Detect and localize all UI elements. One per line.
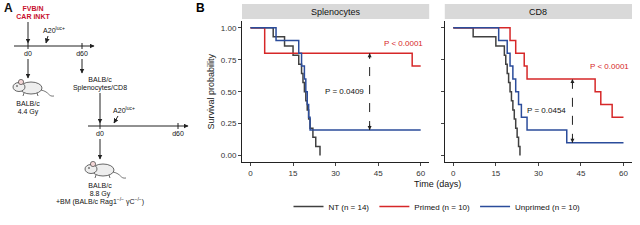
svg-text:Primed (n = 10): Primed (n = 10) bbox=[414, 203, 470, 212]
svg-text:A20luc+: A20luc+ bbox=[43, 25, 65, 34]
html-text:B: B bbox=[196, 1, 205, 15]
svg-text:d60: d60 bbox=[76, 50, 88, 57]
svg-text:BALB/c: BALB/c bbox=[88, 182, 112, 189]
svg-text:0.25: 0.25 bbox=[221, 119, 237, 128]
svg-text:30: 30 bbox=[331, 169, 340, 178]
svg-text:BALB/c: BALB/c bbox=[88, 76, 112, 83]
svg-text:Splenocytes/CD8: Splenocytes/CD8 bbox=[73, 84, 127, 92]
svg-text:4.4 Gy: 4.4 Gy bbox=[18, 108, 39, 116]
svg-text:d0: d0 bbox=[96, 130, 104, 137]
svg-text:1.00: 1.00 bbox=[221, 24, 237, 33]
svg-text:30: 30 bbox=[534, 169, 543, 178]
svg-text:0.75: 0.75 bbox=[221, 56, 237, 65]
svg-text:CD8: CD8 bbox=[529, 7, 547, 17]
svg-text:Splenocytes: Splenocytes bbox=[311, 7, 361, 17]
svg-text:P = 0.0454: P = 0.0454 bbox=[527, 106, 566, 115]
svg-text:60: 60 bbox=[416, 169, 425, 178]
svg-text:0: 0 bbox=[451, 169, 456, 178]
svg-text:CAR iNKT: CAR iNKT bbox=[16, 13, 50, 20]
svg-text:Survival probability: Survival probability bbox=[206, 53, 216, 129]
svg-text:NT (n = 14): NT (n = 14) bbox=[329, 203, 370, 212]
svg-text:FVB/N: FVB/N bbox=[23, 5, 44, 12]
svg-text:15: 15 bbox=[289, 169, 298, 178]
svg-text:0: 0 bbox=[248, 169, 253, 178]
svg-text:Unprimed (n = 10): Unprimed (n = 10) bbox=[515, 203, 580, 212]
svg-text:Time (days): Time (days) bbox=[414, 179, 461, 189]
svg-text:d0: d0 bbox=[24, 50, 32, 57]
svg-text:A: A bbox=[4, 1, 13, 15]
svg-text:+BM (BALB/c Rag1−/− γC−/−): +BM (BALB/c Rag1−/− γC−/−) bbox=[56, 196, 144, 206]
svg-text:0.50: 0.50 bbox=[221, 87, 237, 96]
svg-text:P < 0.0001: P < 0.0001 bbox=[590, 62, 629, 71]
svg-text:60: 60 bbox=[619, 169, 628, 178]
svg-text:8.8 Gy: 8.8 Gy bbox=[90, 190, 111, 198]
svg-text:P < 0.0001: P < 0.0001 bbox=[384, 39, 423, 48]
svg-text:d60: d60 bbox=[172, 130, 184, 137]
svg-text:P = 0.0409: P = 0.0409 bbox=[325, 87, 364, 96]
svg-text:15: 15 bbox=[491, 169, 500, 178]
svg-text:0.00: 0.00 bbox=[221, 151, 237, 160]
svg-text:A20luc+: A20luc+ bbox=[113, 105, 135, 114]
svg-text:45: 45 bbox=[374, 169, 383, 178]
svg-text:45: 45 bbox=[576, 169, 585, 178]
svg-text:BALB/c: BALB/c bbox=[16, 100, 40, 107]
